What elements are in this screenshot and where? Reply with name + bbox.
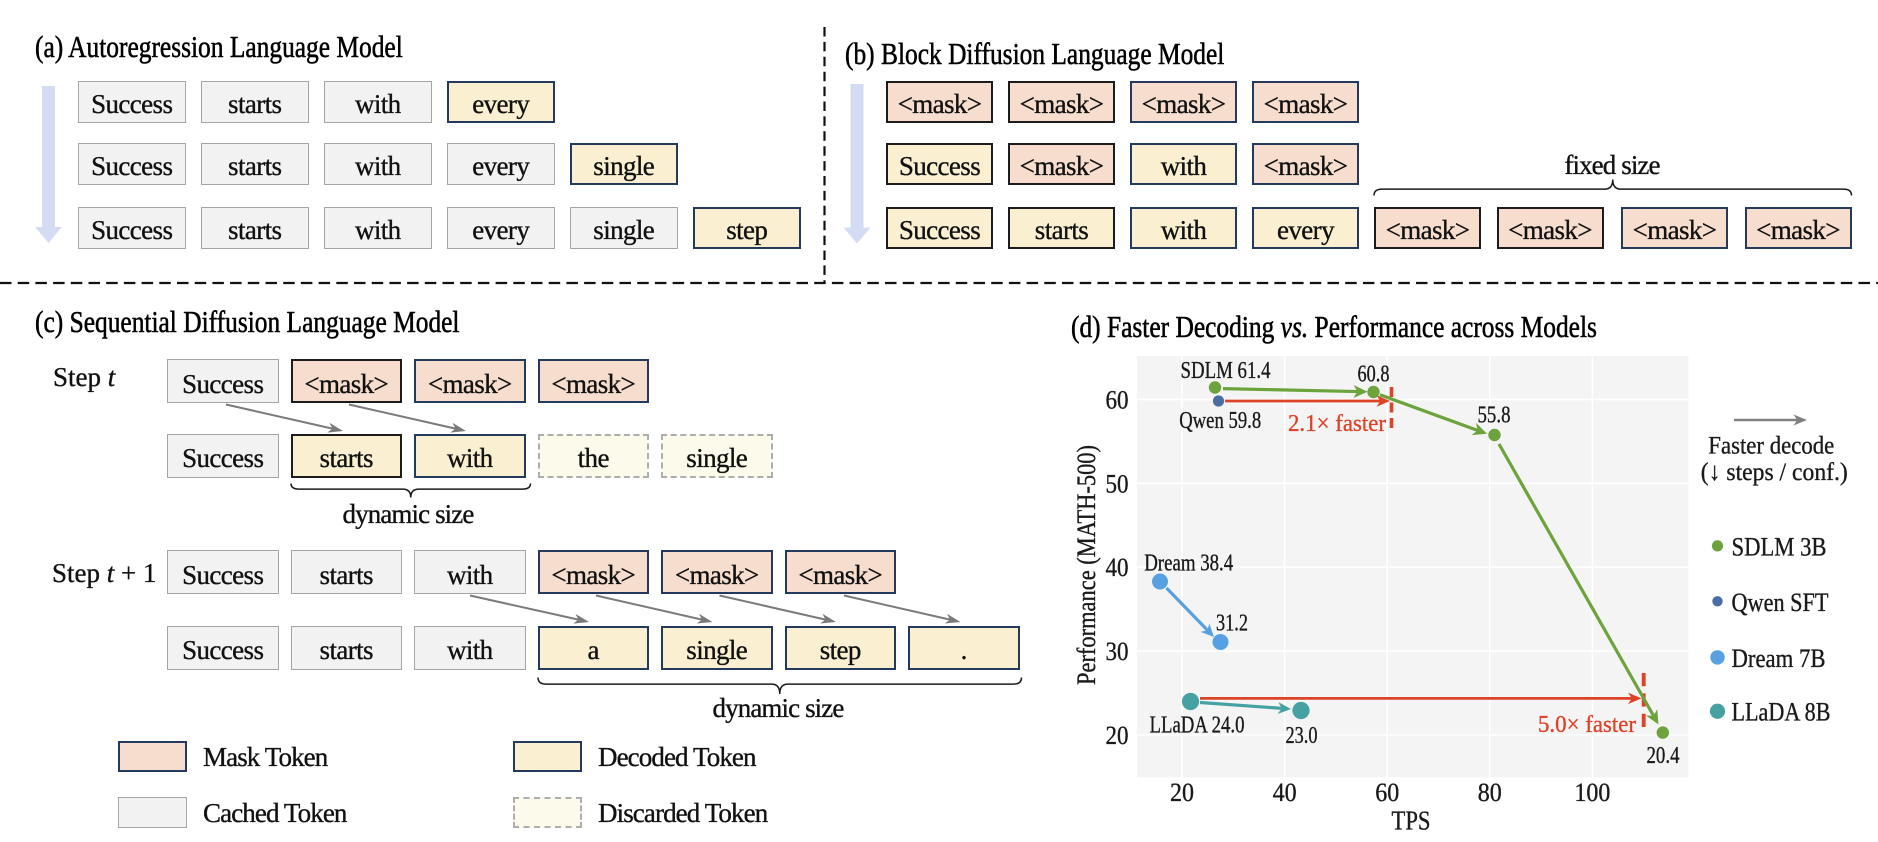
svg-text:23.0: 23.0 xyxy=(1286,723,1318,749)
svg-text:31.2: 31.2 xyxy=(1216,611,1248,637)
svg-text:Qwen SFT: Qwen SFT xyxy=(1732,588,1829,617)
svg-text:Dream 7B: Dream 7B xyxy=(1732,644,1826,673)
svg-text:60.8: 60.8 xyxy=(1358,362,1390,388)
svg-text:Performance (MATH-500): Performance (MATH-500) xyxy=(1072,445,1101,685)
svg-text:20: 20 xyxy=(1106,721,1129,750)
svg-text:(↓ steps / conf.): (↓ steps / conf.) xyxy=(1701,457,1848,486)
svg-text:60: 60 xyxy=(1375,778,1399,807)
svg-text:SDLM 61.4: SDLM 61.4 xyxy=(1181,357,1271,384)
svg-text:40: 40 xyxy=(1106,553,1129,582)
svg-text:Dream 38.4: Dream 38.4 xyxy=(1144,551,1233,577)
svg-text:100: 100 xyxy=(1574,778,1610,807)
svg-text:Qwen 59.8: Qwen 59.8 xyxy=(1179,407,1261,434)
svg-text:20: 20 xyxy=(1170,778,1194,807)
svg-text:2.1× faster: 2.1× faster xyxy=(1288,410,1386,437)
svg-text:30: 30 xyxy=(1106,637,1129,666)
svg-text:55.8: 55.8 xyxy=(1478,403,1511,429)
svg-text:60: 60 xyxy=(1106,385,1129,414)
svg-text:LLaDA 8B: LLaDA 8B xyxy=(1732,698,1831,727)
svg-text:5.0× faster: 5.0× faster xyxy=(1538,711,1636,738)
svg-text:SDLM 3B: SDLM 3B xyxy=(1732,532,1827,561)
svg-text:20.4: 20.4 xyxy=(1647,743,1680,769)
svg-text:80: 80 xyxy=(1478,778,1502,807)
svg-text:40: 40 xyxy=(1273,778,1297,807)
svg-text:LLaDA 24.0: LLaDA 24.0 xyxy=(1150,712,1245,739)
svg-text:Faster decode: Faster decode xyxy=(1708,431,1834,460)
svg-text:TPS: TPS xyxy=(1392,806,1431,836)
svg-text:50: 50 xyxy=(1106,469,1129,498)
